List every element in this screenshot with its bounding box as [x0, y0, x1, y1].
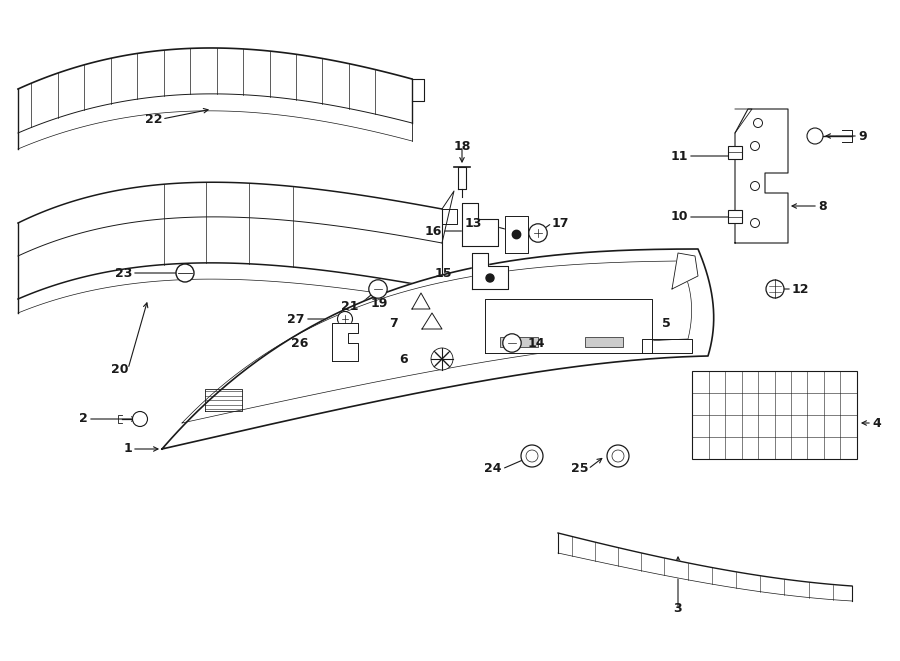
Circle shape: [486, 274, 494, 282]
Polygon shape: [18, 217, 442, 299]
Text: 6: 6: [400, 352, 408, 366]
Polygon shape: [412, 293, 430, 309]
Text: 18: 18: [454, 139, 471, 153]
Text: 21: 21: [340, 299, 358, 313]
Text: 25: 25: [571, 463, 588, 475]
Bar: [500, 337, 538, 347]
Circle shape: [753, 118, 762, 128]
Polygon shape: [558, 533, 852, 601]
Circle shape: [503, 334, 521, 352]
Text: 13: 13: [464, 217, 482, 229]
Circle shape: [176, 264, 194, 282]
Text: 1: 1: [123, 442, 132, 455]
Circle shape: [751, 141, 760, 151]
Polygon shape: [332, 323, 358, 361]
Text: 27: 27: [287, 313, 305, 325]
Circle shape: [521, 445, 543, 467]
Text: 11: 11: [670, 149, 688, 163]
Polygon shape: [642, 339, 692, 353]
Circle shape: [526, 450, 538, 462]
Text: 9: 9: [858, 130, 867, 143]
Polygon shape: [422, 313, 442, 329]
Circle shape: [369, 280, 387, 298]
Text: 24: 24: [484, 463, 502, 475]
Text: 7: 7: [389, 317, 398, 329]
Text: 5: 5: [662, 317, 670, 329]
Circle shape: [431, 348, 453, 370]
Bar: [692, 371, 857, 459]
Circle shape: [766, 280, 784, 298]
Bar: [728, 210, 742, 223]
Circle shape: [807, 128, 823, 144]
Text: 3: 3: [674, 602, 682, 615]
Text: 20: 20: [111, 362, 128, 375]
Text: 23: 23: [114, 266, 132, 280]
Text: 4: 4: [872, 416, 881, 430]
Polygon shape: [462, 203, 498, 246]
Text: 12: 12: [792, 282, 809, 295]
Bar: [728, 146, 742, 159]
Polygon shape: [735, 109, 788, 243]
Text: 26: 26: [291, 336, 308, 350]
Circle shape: [338, 311, 353, 327]
Circle shape: [512, 230, 521, 239]
Polygon shape: [18, 182, 442, 256]
Text: 15: 15: [435, 266, 452, 280]
Circle shape: [751, 182, 760, 190]
Text: 16: 16: [425, 225, 442, 237]
Bar: [585, 337, 623, 347]
Text: 22: 22: [145, 112, 162, 126]
Circle shape: [132, 412, 148, 426]
Polygon shape: [672, 253, 698, 289]
Text: 10: 10: [670, 210, 688, 223]
Polygon shape: [485, 299, 652, 353]
Polygon shape: [505, 216, 528, 253]
Text: 2: 2: [79, 412, 88, 426]
Circle shape: [612, 450, 624, 462]
Text: 19: 19: [371, 297, 388, 309]
Circle shape: [751, 219, 760, 227]
Polygon shape: [472, 253, 508, 289]
Text: 8: 8: [818, 200, 826, 212]
Polygon shape: [162, 249, 714, 449]
Polygon shape: [18, 48, 412, 133]
Circle shape: [607, 445, 629, 467]
Text: 14: 14: [528, 336, 545, 350]
Text: 17: 17: [552, 217, 570, 229]
Circle shape: [529, 224, 547, 242]
